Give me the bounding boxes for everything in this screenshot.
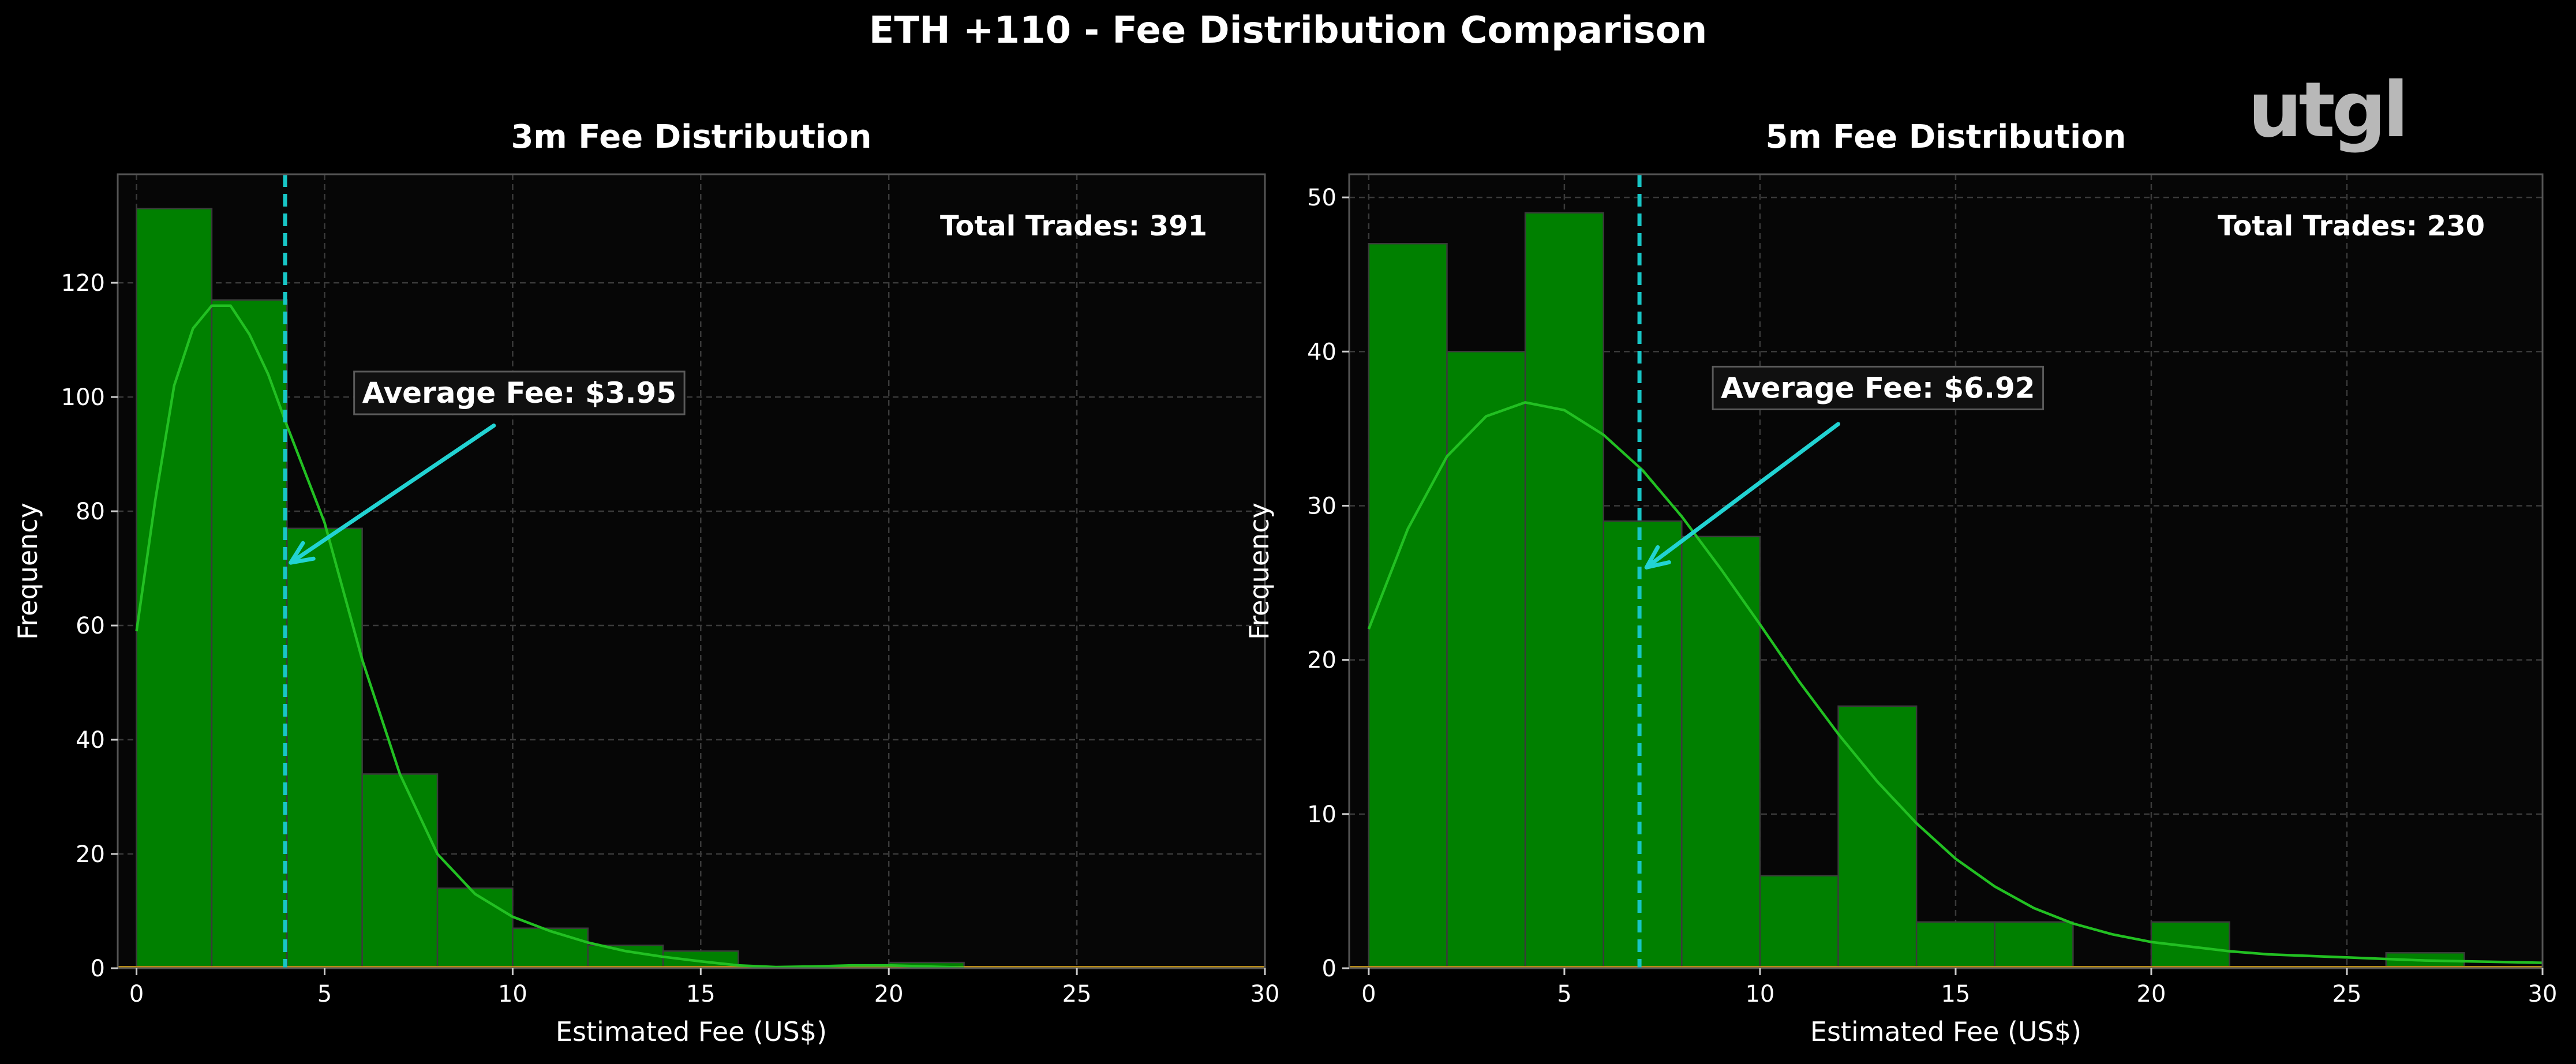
axes-frame: [1348, 173, 2544, 969]
average-fee-label: Average Fee: $3.95: [362, 376, 676, 410]
average-fee-box: [353, 370, 686, 415]
x-tick-label: 5: [1557, 981, 1571, 1007]
y-axis-label: Frequency: [12, 503, 43, 640]
total-trades-label: Total Trades: 230: [2218, 210, 2485, 242]
y-tick-label: 120: [61, 270, 105, 297]
average-fee-arrow: [289, 424, 496, 565]
histogram-bar: [436, 887, 514, 969]
x-tick-label: 20: [2137, 981, 2166, 1007]
total-trades-label: Total Trades: 391: [940, 210, 1207, 242]
average-fee-arrow: [1644, 422, 1841, 570]
y-tick-label: 100: [61, 384, 105, 411]
histogram-bar: [1837, 705, 1918, 969]
histogram-bar: [361, 773, 439, 969]
average-fee-arrowhead: [1644, 545, 1671, 570]
x-tick-label: 0: [129, 981, 144, 1007]
y-tick-label: 10: [1307, 801, 1336, 828]
average-fee-label: Average Fee: $6.92: [1721, 371, 2035, 404]
x-tick-label: 25: [1062, 981, 1092, 1007]
x-tick-label: 15: [1941, 981, 1970, 1007]
x-tick-label: 5: [317, 981, 332, 1007]
x-tick-label: 30: [1250, 981, 1280, 1007]
x-tick-label: 30: [2528, 981, 2558, 1007]
chart-panel-3m: 0 5 10 15 20 25 30 0 20 40 60 80 100 120 3m Fee Distri…: [12, 118, 1279, 1047]
histogram-bar: [1524, 212, 1604, 969]
histogram-bar: [1446, 351, 1526, 969]
histogram-bar: [587, 945, 664, 969]
average-fee-box: [1712, 365, 2045, 410]
histogram-bar: [1681, 535, 1761, 969]
y-tick-label: 0: [91, 956, 105, 982]
histogram-bar: [1368, 242, 1448, 969]
kde-curve: [1367, 401, 2543, 964]
histogram-bar: [662, 950, 739, 969]
histogram-bar: [211, 299, 288, 969]
x-tick-label: 25: [2332, 981, 2362, 1007]
axes-frame: [117, 173, 1266, 969]
y-tick-label: 30: [1307, 493, 1336, 519]
utgl-logo: utgl: [2248, 66, 2406, 155]
histogram-bar: [1602, 520, 1683, 969]
histogram-bar: [286, 527, 363, 969]
y-tick-label: 20: [1307, 647, 1336, 674]
y-tick-label: 20: [76, 841, 105, 868]
x-axis-label: Estimated Fee (US$): [1810, 1016, 2081, 1047]
x-tick-label: 0: [1361, 981, 1376, 1007]
y-tick-label: 0: [1322, 956, 1336, 982]
histogram-bar: [1759, 875, 1839, 969]
figure-title: ETH +110 - Fee Distribution Comparison: [869, 9, 1708, 52]
x-tick-label: 15: [686, 981, 716, 1007]
y-tick-label: 50: [1307, 185, 1336, 211]
histogram-bar: [1994, 921, 2074, 969]
y-tick-label: 80: [76, 499, 105, 525]
y-axis-label: Frequency: [1244, 503, 1275, 640]
chart-panel-5m: 0 5 10 15 20 25 30 0 10 20 30 40 50 5m Fee Distributi…: [1244, 118, 2557, 1047]
kde-curve: [135, 304, 964, 969]
x-tick-label: 20: [874, 981, 904, 1007]
histogram-bar: [512, 927, 589, 969]
panel-title: 3m Fee Distribution: [511, 118, 871, 156]
histogram-bar: [1915, 921, 1996, 969]
panel-title: 5m Fee Distribution: [1765, 118, 2126, 156]
histogram-bar: [2150, 921, 2230, 969]
y-tick-label: 40: [1307, 339, 1336, 365]
x-axis-label: Estimated Fee (US$): [556, 1016, 827, 1047]
average-fee-arrowhead: [289, 541, 316, 565]
y-tick-label: 60: [76, 613, 105, 639]
x-tick-label: 10: [498, 981, 527, 1007]
x-tick-label: 10: [1745, 981, 1774, 1007]
y-tick-label: 40: [76, 727, 105, 754]
histogram-bar: [136, 208, 213, 969]
